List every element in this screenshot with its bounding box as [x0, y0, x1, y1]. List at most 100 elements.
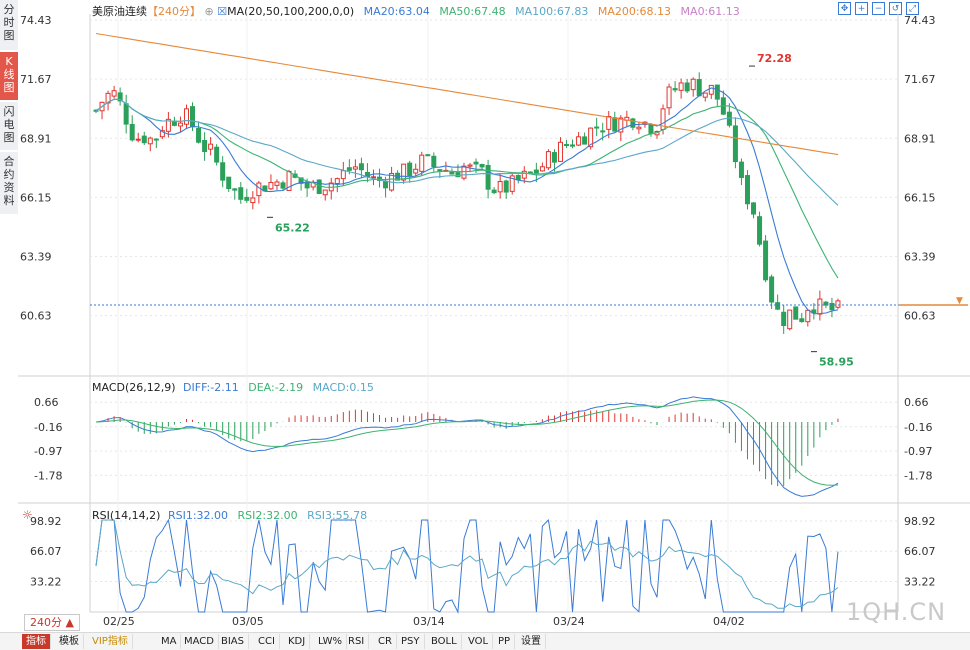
undo-icon[interactable]: ↺ [889, 2, 902, 15]
price-tick-left: 74.43 [20, 14, 52, 27]
sidebar-item-intraday[interactable]: 分时图 [0, 0, 18, 50]
rsi1-label: RSI1:32.00 [167, 509, 229, 522]
indicator-tab[interactable]: VIP指标 [88, 634, 133, 649]
candle-body [316, 179, 322, 194]
candle-body [708, 84, 714, 95]
indicator-tab[interactable]: LW% [314, 634, 348, 649]
ma0-label: MA0:61.13 [680, 5, 740, 18]
candle-body [533, 169, 539, 174]
indicator-tab[interactable]: BOLL [427, 634, 462, 649]
price-tick-right: 74.43 [904, 14, 936, 27]
candle-body [220, 162, 226, 181]
price-tick-right: 71.67 [904, 73, 936, 86]
macd-tick-right: -1.78 [904, 469, 932, 482]
candle-body [190, 106, 196, 128]
candle-body [431, 155, 437, 168]
candle-body [678, 82, 684, 91]
candle-body [334, 178, 340, 185]
candle-body [690, 78, 696, 91]
target-icon[interactable]: ⊕ [201, 5, 218, 18]
indicator-tab[interactable]: MACD [180, 634, 219, 649]
candle-body [817, 298, 823, 315]
candle-body [757, 216, 763, 245]
ma50-line [95, 98, 839, 279]
extreme-label: 58.95 [819, 356, 854, 369]
candle-body [509, 175, 515, 192]
indicator-tab[interactable]: BIAS [217, 634, 249, 649]
candle-body [582, 136, 588, 145]
indicator-tab[interactable]: MA [157, 634, 182, 649]
macd-tick-left: -0.16 [34, 421, 62, 434]
zoom-in-icon[interactable]: + [855, 2, 868, 15]
candle-body [244, 196, 250, 201]
crosshair-icon[interactable]: ✥ [838, 2, 851, 15]
price-tick-left: 60.63 [20, 310, 52, 323]
diff-label: DIFF:-2.11 [183, 381, 239, 394]
macd-label: MACD(26,12,9) [92, 381, 176, 394]
price-tick-left: 71.67 [20, 73, 52, 86]
candle-body [165, 118, 171, 132]
candle-body [714, 84, 720, 100]
candle-body [479, 164, 485, 168]
macd-tick-left: -1.78 [34, 469, 62, 482]
candle-body [763, 240, 769, 281]
price-header: 美原油连续【240分】 ⊕ ☒MA(20,50,100,200,0,0) MA2… [92, 3, 740, 19]
indicator-bar: 指标 模板 VIP指标 MA MACD BIAS CCI KDJ LW% RSI CR PSY BOLL… [0, 632, 970, 650]
candle-body [702, 92, 708, 98]
indicator-tab[interactable]: KDJ [284, 634, 311, 649]
rsi-tick-right: 98.92 [904, 515, 936, 528]
candle-body [630, 118, 636, 128]
sidebar-item-flash[interactable]: 闪电图 [0, 102, 18, 150]
candle-body [280, 182, 286, 189]
indicator-tab[interactable]: 指标 [22, 634, 51, 649]
candle-body [214, 146, 220, 163]
candle-body [383, 180, 389, 189]
kline-chart[interactable]: ▼ 72.28 65.22 58.95 0.66 0.66 -0.16 -0.16 -0.97… [0, 0, 970, 632]
candle-body [835, 300, 841, 308]
sidebar-item-contract[interactable]: 合约资料 [0, 152, 18, 214]
candle-body [503, 180, 509, 193]
zoom-out-icon[interactable]: − [872, 2, 885, 15]
diff-line [95, 396, 839, 497]
price-tick-left: 68.91 [20, 132, 52, 145]
indicator-tab[interactable]: 模板 [55, 634, 84, 649]
rsi-tick-left: 33.22 [30, 575, 62, 588]
macd-tick-right: -0.97 [904, 445, 932, 458]
candle-body [811, 309, 817, 314]
candle-body [793, 306, 799, 320]
macd-tick-left: -0.97 [34, 445, 62, 458]
ma-settings-icon[interactable]: ☒ [217, 5, 228, 18]
candle-body [413, 168, 419, 174]
price-tick-right: 68.91 [904, 132, 936, 145]
candle-body [769, 276, 775, 303]
candle-body [485, 164, 491, 190]
candle-body [370, 176, 376, 179]
indicator-tab[interactable]: CCI [254, 634, 280, 649]
price-tick-right: 63.39 [904, 251, 936, 264]
candle-body [340, 170, 346, 180]
candle-body [473, 161, 479, 165]
indicator-tab[interactable]: CR [374, 634, 397, 649]
date-label: 03/24 [553, 615, 585, 628]
indicator-tab[interactable]: 设置 [517, 634, 546, 649]
candle-body [551, 152, 557, 163]
candle-body [545, 151, 551, 169]
period-select[interactable]: 240分 ▲ [24, 614, 80, 631]
candle-body [672, 88, 678, 91]
settings-sun-icon[interactable]: ☼ [22, 508, 33, 522]
candle-body [449, 171, 455, 175]
candle-body [799, 318, 805, 323]
fullscreen-icon[interactable]: ⤢ [906, 2, 919, 15]
ma20-line [95, 87, 839, 315]
candle-body [564, 144, 570, 147]
ma100-line [95, 98, 839, 206]
candle-body [570, 144, 576, 147]
indicator-tab[interactable]: RSI [344, 634, 370, 649]
indicator-tab[interactable]: PP [494, 634, 516, 649]
candle-body [588, 127, 594, 148]
indicator-tab[interactable]: PSY [397, 634, 425, 649]
candle-body [455, 172, 461, 178]
indicator-tab[interactable]: VOL [464, 634, 494, 649]
